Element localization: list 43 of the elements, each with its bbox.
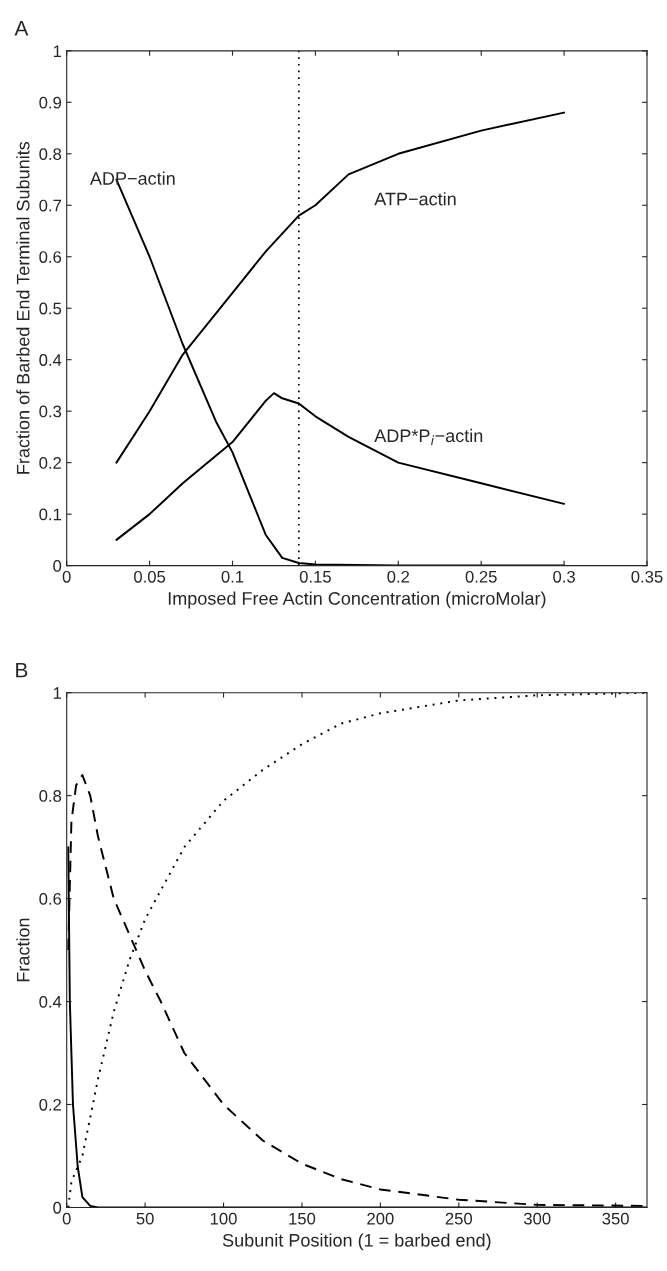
y-tick-label: 0.8: [39, 790, 62, 802]
y-tick-label: 0: [53, 1201, 62, 1214]
x-tick-label: 0.15: [299, 570, 331, 583]
x-tick-label: 0.05: [134, 570, 166, 583]
y-tick-label: 0.8: [39, 148, 62, 160]
x-tick-label: 0.3: [553, 570, 575, 583]
x-tick-label: 0.2: [387, 570, 410, 583]
x-tick-label: 0.25: [465, 570, 497, 583]
y-tick-label: 0.5: [39, 302, 62, 315]
x-tick-label: 50: [136, 1212, 154, 1225]
x-tick-label: 100: [210, 1212, 237, 1225]
x-tick-label: 0: [62, 1212, 71, 1225]
y-tick-label: 0.4: [39, 354, 62, 366]
x-tick-label: 150: [289, 1212, 316, 1225]
y-axis-title: Fraction: [16, 918, 30, 982]
y-axis-title: Fraction of Barbed End Terminal Subunits: [16, 141, 30, 474]
y-tick-label: 0: [53, 560, 62, 572]
y-tick-label: 0.4: [39, 995, 62, 1008]
x-tick-label: 300: [523, 1212, 551, 1225]
y-tick-label: 0.2: [39, 457, 61, 469]
text: A: [14, 21, 29, 36]
y-tick-label: 0.6: [39, 251, 62, 263]
y-tick-label: 0.2: [39, 1098, 61, 1111]
annotation: ADP−actin: [89, 171, 175, 185]
y-tick-label: 0.1: [39, 508, 62, 521]
text: B: [16, 662, 28, 678]
x-tick-label: 250: [445, 1212, 473, 1225]
x-tick-label: 200: [367, 1212, 394, 1225]
y-tick-label: 1: [53, 45, 62, 57]
y-tick-label: 0.7: [39, 199, 61, 212]
x-axis-title: Imposed Free Actin Concentration (microMolar): [168, 591, 546, 609]
annotation: ATP−actin: [374, 192, 456, 206]
y-tick-label: 1: [53, 687, 62, 699]
x-tick-label: 350: [602, 1212, 629, 1225]
x-axis-title: Subunit Position (1 = barbed end): [222, 1233, 491, 1251]
y-tick-label: 0.6: [39, 893, 62, 905]
annotation: ADP*P$_{i}$−actin: [374, 428, 483, 445]
y-tick-label: 0.9: [39, 96, 62, 109]
x-tick-label: 0.1: [221, 570, 244, 583]
y-tick-label: 0.3: [39, 405, 62, 418]
x-tick-label: 0.35: [631, 570, 663, 583]
line-series: [67, 692, 647, 1208]
x-tick-label: 0: [62, 570, 71, 583]
